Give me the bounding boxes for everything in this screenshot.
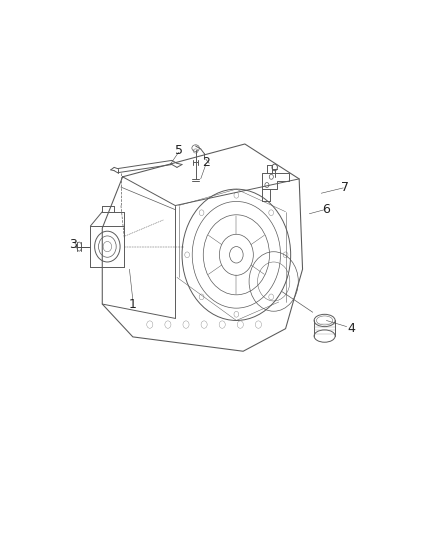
Text: 1: 1 <box>129 297 137 311</box>
Text: 2: 2 <box>202 156 210 169</box>
Text: 7: 7 <box>341 181 349 193</box>
Text: 4: 4 <box>348 322 356 335</box>
Text: 6: 6 <box>322 203 330 216</box>
Text: 5: 5 <box>175 144 183 157</box>
Text: 3: 3 <box>70 238 78 251</box>
